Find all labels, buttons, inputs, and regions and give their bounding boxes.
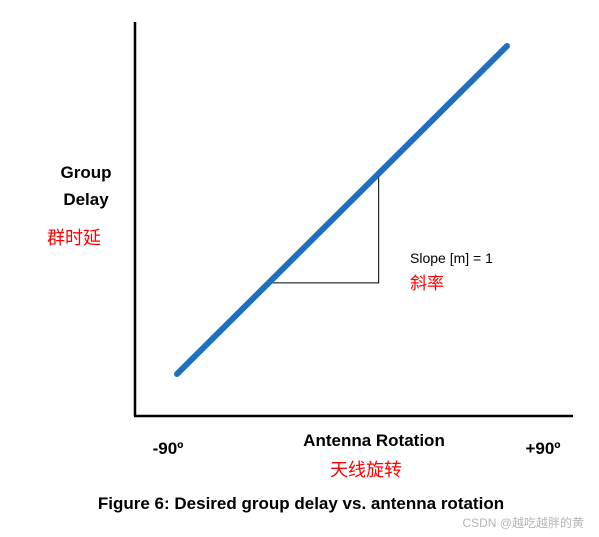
series-line-0 <box>174 43 510 377</box>
y-axis-label-line1: Group <box>61 163 112 182</box>
x-axis-label-cn: 天线旋转 <box>330 460 402 481</box>
y-axis-label-line2: Delay <box>63 190 109 209</box>
series-group <box>174 43 510 377</box>
x-tick-min-label: -90º <box>153 439 184 458</box>
slope-label-cn: 斜率 <box>410 274 444 294</box>
slope-triangle <box>268 173 380 284</box>
x-tick-max-label: +90º <box>525 439 560 458</box>
slope-label: Slope [m] = 1 <box>410 250 493 266</box>
y-axis-label-cn: 群时延 <box>47 228 101 249</box>
slope-triangle-path <box>268 173 380 284</box>
figure-caption: Figure 6: Desired group delay vs. antenn… <box>98 494 504 513</box>
watermark: CSDN @越吃越胖的黄 <box>462 515 584 530</box>
x-axis-label: Antenna Rotation <box>303 431 445 450</box>
